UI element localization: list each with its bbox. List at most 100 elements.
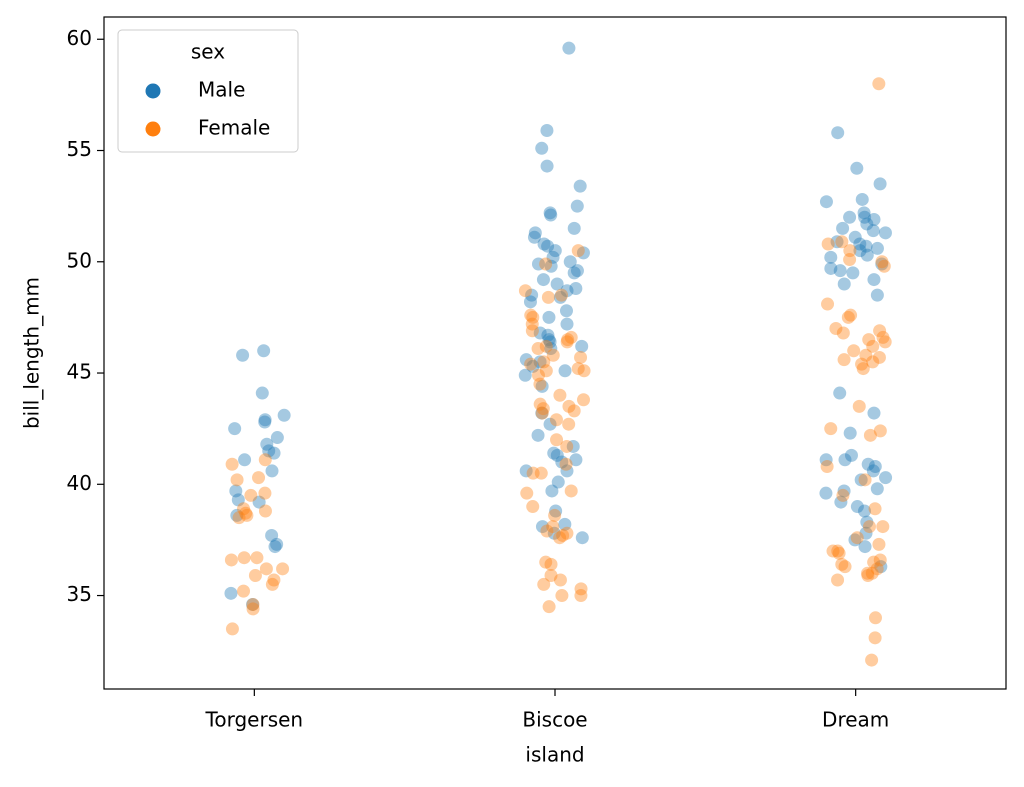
data-point <box>865 653 879 667</box>
data-point <box>543 335 557 349</box>
data-point <box>540 123 554 137</box>
data-point <box>860 515 874 529</box>
data-point <box>848 533 862 547</box>
data-point <box>830 235 844 249</box>
data-point <box>873 424 887 438</box>
data-point <box>875 257 889 271</box>
data-point <box>523 295 537 309</box>
data-point <box>548 244 562 258</box>
data-point <box>858 473 872 487</box>
data-point <box>859 348 873 362</box>
data-point <box>553 573 567 587</box>
data-point <box>560 464 574 478</box>
data-point <box>228 422 242 436</box>
data-point <box>872 537 886 551</box>
data-point <box>856 362 870 376</box>
data-point <box>230 473 244 487</box>
data-point <box>868 631 882 645</box>
data-point <box>879 471 893 485</box>
data-point <box>874 560 888 574</box>
data-point <box>832 546 846 560</box>
data-point <box>831 544 845 558</box>
data-point <box>872 350 886 364</box>
data-point <box>238 453 252 467</box>
data-point <box>855 192 869 206</box>
data-point <box>541 328 555 342</box>
data-point <box>257 344 271 358</box>
data-point <box>524 308 538 322</box>
data-point <box>553 531 567 545</box>
data-point <box>553 290 567 304</box>
data-point <box>836 488 850 502</box>
data-point <box>843 253 857 267</box>
data-point <box>533 377 547 391</box>
data-point <box>549 504 563 518</box>
data-point <box>560 439 574 453</box>
data-point <box>252 495 266 509</box>
data-point <box>571 362 585 376</box>
data-point <box>561 333 575 347</box>
data-point <box>537 237 551 251</box>
data-point <box>525 324 539 338</box>
data-point <box>270 537 284 551</box>
y-tick-label: 55 <box>67 137 92 161</box>
data-point <box>546 348 560 362</box>
data-point <box>876 520 890 534</box>
data-point <box>525 317 539 331</box>
data-point <box>570 264 584 278</box>
data-point <box>540 159 554 173</box>
data-point <box>531 257 545 271</box>
data-point <box>850 500 864 514</box>
data-point <box>858 504 872 518</box>
data-point <box>237 502 251 516</box>
data-point <box>260 437 274 451</box>
data-point <box>866 224 880 238</box>
data-point <box>528 226 542 240</box>
data-point <box>541 290 555 304</box>
data-point <box>544 557 558 571</box>
data-point <box>539 339 553 353</box>
data-point <box>542 333 556 347</box>
data-point <box>850 531 864 545</box>
data-point <box>518 368 532 382</box>
data-point <box>821 297 835 311</box>
data-point <box>836 221 850 235</box>
data-point <box>526 466 540 480</box>
data-point <box>861 569 875 583</box>
data-point <box>853 244 867 258</box>
data-point <box>868 459 882 473</box>
legend-box <box>117 29 299 153</box>
data-point <box>859 239 873 253</box>
data-point <box>857 206 871 220</box>
data-point <box>837 484 851 498</box>
data-point <box>533 397 547 411</box>
data-point <box>853 237 867 251</box>
data-point <box>863 428 877 442</box>
data-point <box>526 500 540 514</box>
data-point <box>560 526 574 540</box>
data-point <box>844 448 858 462</box>
legend-marker <box>145 121 161 137</box>
data-point <box>535 379 549 393</box>
data-point <box>564 330 578 344</box>
data-point <box>277 408 291 422</box>
data-point <box>867 273 881 287</box>
data-point <box>873 177 887 191</box>
data-point <box>575 531 589 545</box>
legend-title: sex <box>191 40 225 64</box>
data-point <box>533 355 547 369</box>
data-point <box>537 577 551 591</box>
data-point <box>232 511 246 525</box>
data-point <box>866 464 880 478</box>
data-point <box>535 406 549 420</box>
data-point <box>570 199 584 213</box>
data-point <box>558 364 572 378</box>
data-point <box>824 422 838 436</box>
data-point <box>276 562 290 576</box>
data-point <box>550 277 564 291</box>
data-point <box>820 459 834 473</box>
data-point <box>833 386 847 400</box>
data-point <box>824 250 838 264</box>
data-point <box>564 484 578 498</box>
